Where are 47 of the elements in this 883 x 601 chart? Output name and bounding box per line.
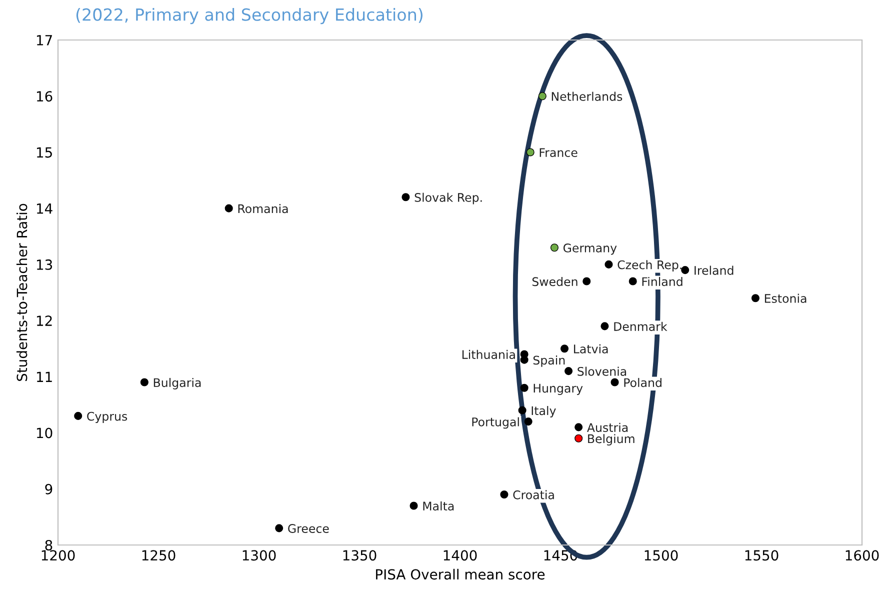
annotation: Sweden: [532, 276, 578, 286]
x-tick-label: 1600: [846, 550, 879, 561]
chart-subtitle: (2022, Primary and Secondary Education): [76, 8, 422, 24]
x-tick-label: 1350: [343, 550, 376, 561]
y-tick-label: 17: [36, 35, 52, 46]
y-tick-label: 12: [36, 316, 52, 326]
y-tick-label: 15: [36, 147, 52, 158]
y-axis-title: Students-to-Teacher Ratio: [16, 204, 28, 381]
annotation: Italy: [532, 406, 556, 418]
annotation: Denmark: [614, 322, 668, 331]
annotation: Lithuania: [462, 350, 515, 360]
y-tick-label: 10: [36, 428, 52, 438]
annotation: Latvia: [574, 344, 608, 354]
annotation: Hungary: [534, 384, 583, 395]
y-tick-label: 8: [45, 540, 52, 550]
annotation: Slovak Rep.: [414, 192, 482, 204]
annotation: Czech Rep.: [618, 260, 682, 272]
annotation: Poland: [624, 378, 662, 388]
annotation: Portugal: [472, 417, 519, 429]
annotation: France: [540, 148, 578, 158]
annotation: Slovenia: [578, 366, 626, 376]
x-tick-label: 1250: [142, 550, 176, 561]
annotation: Estonia: [764, 294, 806, 303]
x-tick-label: 1400: [444, 550, 477, 561]
annotation: Finland: [642, 276, 682, 286]
x-tick-label: 1300: [242, 550, 276, 561]
x-axis-title: PISA Overall mean score: [376, 568, 545, 580]
annotation: Greece: [288, 524, 329, 533]
x-tick-label: 1200: [42, 550, 75, 561]
annotation: Romania: [238, 204, 288, 214]
y-tick-label: 16: [36, 91, 52, 102]
annotation: Belgium: [588, 434, 634, 446]
annotation: Netherlands: [552, 92, 622, 101]
annotation: Germany: [563, 243, 617, 255]
annotation: Cyprus: [87, 412, 128, 424]
y-tick-label: 9: [45, 484, 52, 494]
annotation: Malta: [423, 501, 454, 511]
x-tick-label: 1500: [644, 550, 678, 561]
y-tick-label: 11: [36, 372, 52, 382]
y-tick-label: 14: [36, 203, 52, 214]
annotation: Ireland: [694, 266, 734, 275]
annotation: Spain: [533, 356, 565, 367]
annotation: Austria: [587, 422, 628, 432]
annotation: Croatia: [513, 490, 554, 500]
y-tick-label: 13: [36, 259, 52, 270]
annotation: Bulgaria: [154, 378, 201, 390]
x-tick-label: 1550: [745, 550, 778, 561]
